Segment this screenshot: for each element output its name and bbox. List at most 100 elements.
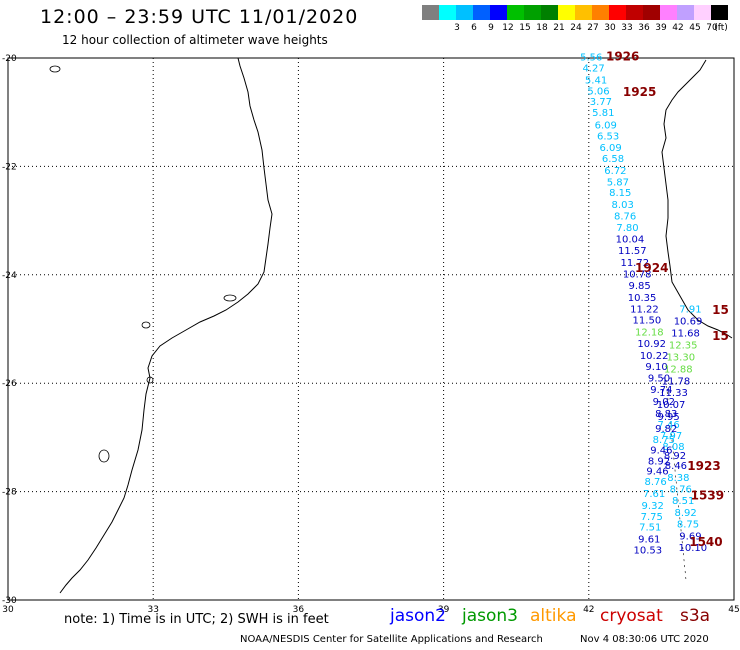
wave-height-value: 11.68: [671, 329, 700, 340]
wave-height-value: 6.72: [604, 166, 626, 177]
wave-height-value: 6.58: [602, 154, 624, 165]
wave-height-value: 8.76: [644, 477, 666, 488]
wave-height-value: 9.02: [653, 397, 675, 408]
island-outline: [98, 449, 110, 463]
wave-height-value: 5.56: [580, 53, 602, 64]
graticule: [7, 57, 735, 601]
wave-height-value: 6.53: [597, 131, 619, 142]
map-title: 12:00 – 23:59 UTC 11/01/2020: [40, 6, 359, 28]
wave-height-value: 10.69: [674, 317, 703, 328]
wave-height-value: 8.75: [653, 435, 675, 446]
wave-height-value: 11.72: [620, 258, 649, 269]
wave-height-value: 5.87: [607, 177, 629, 188]
wave-height-value: 10.92: [637, 339, 666, 350]
madagascar-coastline: [661, 59, 733, 339]
wave-height-value: 9.85: [628, 281, 650, 292]
legend-swatch: [507, 5, 524, 20]
coastline: [49, 57, 733, 594]
pass-time-label: 15: [712, 303, 729, 317]
legend-swatch: [575, 5, 592, 20]
legend-swatch: [490, 5, 507, 20]
wave-height-value: 7.46: [658, 420, 680, 431]
wave-height-value: 11.57: [618, 246, 647, 257]
wave-height-value: 8.76: [614, 212, 636, 223]
legend-swatch: [694, 5, 711, 20]
legend-swatch: [592, 5, 609, 20]
longitude-label: 42: [583, 605, 594, 615]
longitude-label: 39: [438, 605, 450, 615]
wave-height-value: 7.75: [641, 512, 663, 523]
wave-height-value: 12.88: [664, 364, 693, 375]
wave-height-value: 9.69: [679, 531, 701, 542]
legend-swatch: [626, 5, 643, 20]
legend-tick-label: 24: [570, 23, 582, 33]
wave-height-value: 4.27: [583, 64, 605, 75]
island-outline: [141, 321, 151, 329]
legend-tick-label: 12: [502, 23, 514, 33]
wave-height-value: 10.07: [657, 400, 686, 411]
wave-height-value: 8.92: [648, 457, 670, 468]
legend-tick-label: 45: [689, 23, 701, 33]
longitude-label: 30: [2, 605, 14, 615]
legend-tick-label: 70: [706, 23, 718, 33]
wave-height-value: 13.30: [666, 352, 695, 363]
latitude-label: -30: [2, 596, 17, 606]
legend-tick-label: 30: [604, 23, 616, 33]
pass-time-label: 15: [712, 329, 729, 343]
legend-swatch: [422, 5, 439, 20]
wave-height-value: 7.91: [679, 305, 701, 316]
wave-height-value: 11.78: [662, 376, 691, 387]
wave-height-value: 7.61: [643, 489, 665, 500]
mission-label-cryosat: cryosat: [600, 606, 663, 626]
latitude-label: -28: [2, 488, 17, 498]
wave-height-value: 7.51: [639, 523, 661, 534]
legend-tick-label: 21: [553, 23, 565, 33]
wave-height-value: 9.95: [658, 412, 680, 423]
legend-swatch: [609, 5, 626, 20]
wave-height-value: 8.75: [677, 519, 699, 530]
wave-height-value: 10.10: [679, 543, 708, 554]
wave-height-value: 12.35: [669, 341, 698, 352]
legend-tick-label: 18: [536, 23, 548, 33]
latitude-label: -24: [2, 271, 17, 281]
wave-height-value: 8.51: [672, 496, 694, 507]
mission-label-altika: altika: [530, 606, 577, 626]
wave-height-value: 11.33: [659, 388, 688, 399]
wave-height-value: 9.10: [645, 362, 667, 373]
generation-timestamp: Nov 4 08:30:06 UTC 2020: [580, 634, 709, 645]
wave-height-value: 10.35: [628, 293, 657, 304]
map-frame: [7, 57, 735, 601]
latitude-label: -22: [2, 162, 17, 172]
wave-height-value: 9.82: [655, 424, 677, 435]
pass-time-label: 1539: [691, 489, 724, 503]
pass-time-label: 1924: [635, 261, 668, 275]
wave-height-value: 11.50: [633, 316, 662, 327]
longitude-label: 36: [293, 605, 305, 615]
wave-height-value: 10.04: [616, 234, 645, 245]
pass-time-labels: 1926 1925 1924 15 15 1923 1539 1540: [606, 50, 729, 549]
legend-swatch: [677, 5, 694, 20]
legend-tick-label: 33: [621, 23, 633, 33]
legend-swatch: [541, 5, 558, 20]
legend-tick-label: 6: [471, 23, 477, 33]
wave-height-value: 6.09: [595, 120, 617, 131]
wave-height-value: 3.77: [590, 97, 612, 108]
longitude-label: 33: [147, 605, 158, 615]
wave-height-value: 8.83: [655, 409, 677, 420]
pass-time-label: 1925: [623, 85, 656, 99]
legend-tick-label: 27: [587, 23, 599, 33]
mission-label-jason2: jason2: [390, 606, 446, 626]
footer-note: note: 1) Time is in UTC; 2) SWH is in fe…: [64, 612, 329, 627]
legend-tick-label: 39: [655, 23, 667, 33]
wave-height-value: 7.97: [660, 431, 682, 442]
legend-tick-label: 9: [488, 23, 494, 33]
wave-height-value: 8.76: [670, 485, 692, 496]
pass-time-label: 1540: [689, 535, 722, 549]
wave-height-value: 9.46: [650, 446, 672, 457]
pass-time-label: 1923: [687, 459, 720, 473]
legend-swatch: [643, 5, 660, 20]
mission-label-s3a: s3a: [680, 606, 711, 626]
legend-swatch: [660, 5, 677, 20]
wave-height-value: 6.09: [599, 143, 621, 154]
legend-swatch: [456, 5, 473, 20]
